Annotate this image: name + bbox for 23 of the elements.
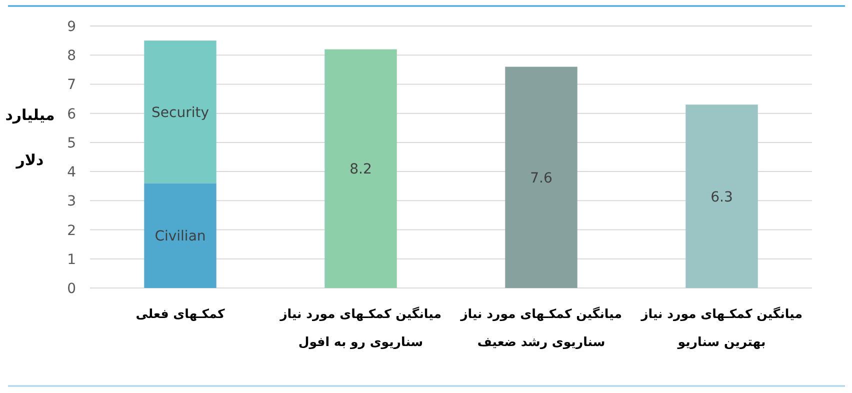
y-tick-label: 7	[67, 77, 76, 94]
data-label: 8.2	[350, 162, 372, 178]
text: میلیارد دلار	[5, 106, 55, 169]
x-tick-label: میانگین کمکـهای مورد نیاز سناریوی رشد ضعیف	[460, 306, 622, 350]
bar	[686, 104, 758, 288]
x-tick-label: میانگین کمکـهای مورد نیاز بهترین سناریو	[640, 306, 802, 350]
series-label: Civilian	[154, 228, 206, 245]
data-label: 6.3	[710, 189, 733, 206]
bar	[505, 66, 578, 288]
y-tick-label: 9	[67, 19, 76, 35]
data-label: 7.6	[530, 170, 552, 186]
y-tick-label: 6	[67, 106, 76, 122]
y-tick-label: 8	[67, 48, 76, 64]
y-tick-label: 4	[67, 164, 76, 181]
y-tick-label: 5	[67, 135, 76, 152]
y-tick-label: 0	[67, 281, 76, 297]
y-tick-label: 2	[67, 222, 76, 239]
series-label: Security	[152, 104, 209, 121]
x-tick-label: کمکـهای فعلی	[136, 306, 226, 322]
y-tick-label: 1	[67, 252, 76, 268]
x-tick-label: میانگین کمکـهای مورد نیاز سناریوی رو به افول	[279, 306, 442, 350]
y-tick-label: 3	[67, 194, 76, 210]
bar	[324, 49, 397, 288]
